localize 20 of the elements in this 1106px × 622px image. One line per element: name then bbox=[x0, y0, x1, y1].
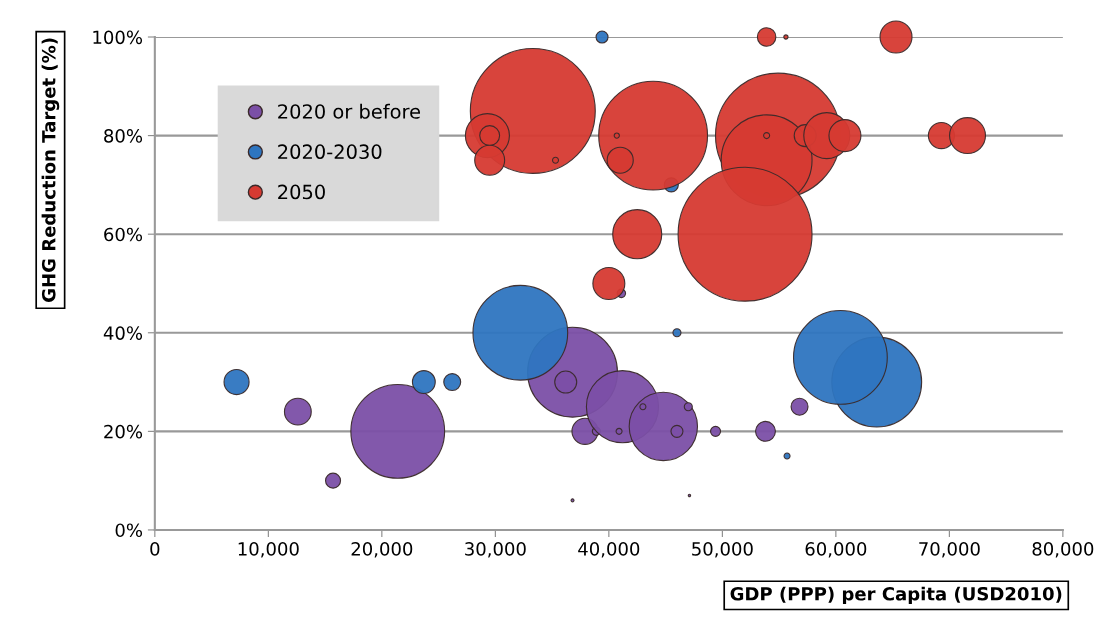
legend-label: 2020-2030 bbox=[278, 144, 382, 160]
y-axis-title: GHG Reduction Target (%) bbox=[41, 38, 60, 302]
y-tick-label: 80% bbox=[104, 129, 143, 143]
y-tick-label: 100% bbox=[93, 30, 143, 45]
legend-label: 2050 bbox=[278, 184, 325, 200]
x-tick-label: 60,000 bbox=[805, 542, 867, 558]
legend-label: 2020 or before bbox=[278, 103, 420, 119]
x-tick-label: 40,000 bbox=[578, 542, 640, 558]
x-axis-title: GDP (PPP) per Capita (USD2010) bbox=[730, 586, 1062, 605]
y-tick-label: 60% bbox=[104, 227, 143, 242]
x-tick-label: 10,000 bbox=[238, 542, 299, 558]
x-tick-label: 70,000 bbox=[919, 542, 980, 558]
y-tick-label: 0% bbox=[115, 523, 143, 538]
x-tick-label: 20,000 bbox=[351, 542, 413, 558]
x-tick-label: 80,000 bbox=[1032, 542, 1094, 558]
x-tick-label: 50,000 bbox=[692, 542, 753, 558]
y-tick-label: 20% bbox=[104, 424, 143, 439]
y-tick-label: 40% bbox=[103, 326, 143, 340]
x-tick-label: 0 bbox=[150, 542, 160, 556]
x-tick-label: 30,000 bbox=[465, 542, 526, 558]
